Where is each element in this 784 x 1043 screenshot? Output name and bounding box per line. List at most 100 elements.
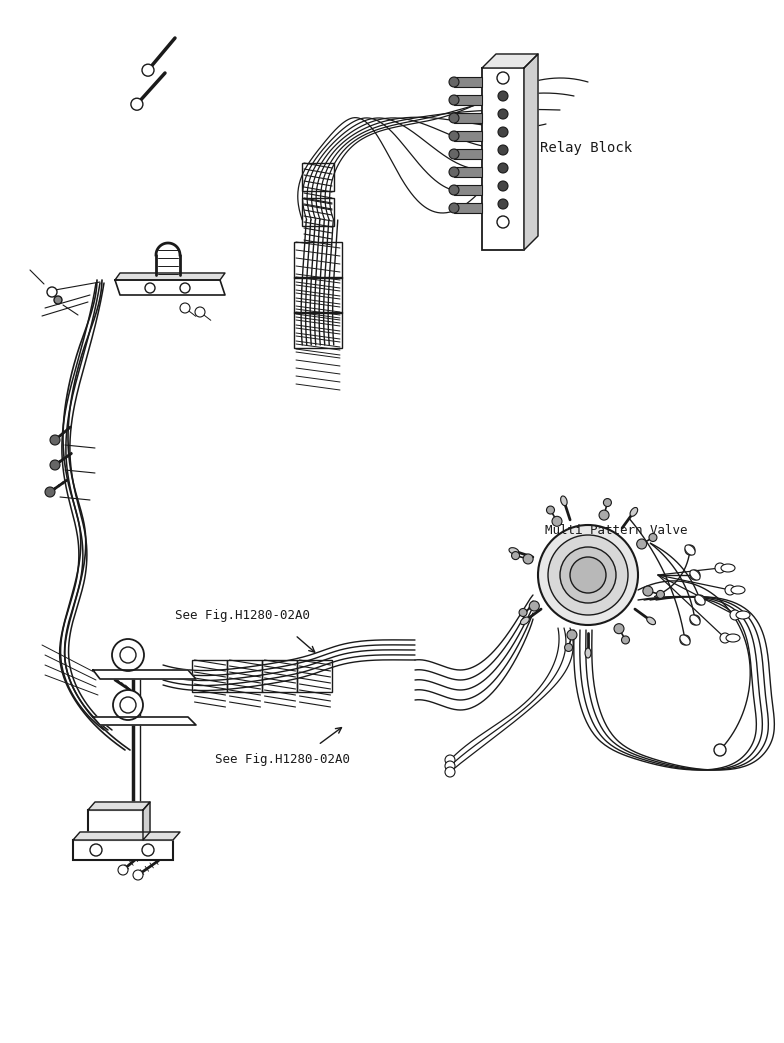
Circle shape [622,636,630,644]
Circle shape [720,633,730,642]
Circle shape [113,690,143,720]
Bar [454,203,482,213]
Circle shape [449,95,459,105]
Circle shape [120,647,136,663]
Circle shape [529,601,539,611]
Ellipse shape [695,595,705,605]
Text: Relay Block: Relay Block [540,141,632,155]
Circle shape [449,185,459,195]
Polygon shape [88,802,150,810]
Circle shape [498,127,508,137]
Circle shape [548,535,628,615]
Bar [454,167,482,177]
Circle shape [498,145,508,155]
Circle shape [145,283,155,293]
Circle shape [567,630,577,640]
Ellipse shape [561,496,567,506]
Circle shape [714,744,726,756]
Ellipse shape [685,544,695,555]
Circle shape [449,77,459,87]
Circle shape [180,283,190,293]
Circle shape [552,516,562,527]
Circle shape [449,167,459,177]
Text: See Fig.H1280-02A0: See Fig.H1280-02A0 [175,608,310,622]
Circle shape [570,557,606,593]
Circle shape [680,635,690,645]
Circle shape [685,545,695,555]
Circle shape [546,506,554,514]
Circle shape [498,163,508,173]
Bar [454,185,482,195]
Polygon shape [524,54,538,250]
Polygon shape [73,832,180,840]
Bar [193,660,227,692]
Circle shape [449,131,459,141]
Circle shape [449,113,459,123]
Bar [88,810,143,840]
Polygon shape [93,717,196,725]
Bar [302,163,334,191]
Ellipse shape [731,586,745,595]
Circle shape [90,844,102,856]
Bar [294,277,342,313]
Circle shape [498,110,508,119]
Circle shape [690,615,700,625]
Circle shape [445,755,455,765]
Bar [294,242,342,278]
Circle shape [599,510,609,520]
Circle shape [54,296,62,304]
Bar [73,840,173,860]
Bar [294,312,342,348]
Bar [297,660,332,692]
Circle shape [637,539,647,549]
Circle shape [560,547,616,603]
Circle shape [50,435,60,445]
Circle shape [730,610,740,620]
Circle shape [614,624,624,634]
Circle shape [498,199,508,209]
Ellipse shape [690,569,700,580]
Bar [454,95,482,105]
Circle shape [47,287,57,297]
Bar [227,660,263,692]
Ellipse shape [736,611,750,618]
Circle shape [511,552,520,560]
Bar [302,198,334,226]
Circle shape [133,870,143,880]
Circle shape [449,203,459,213]
Circle shape [656,590,665,599]
Circle shape [715,563,725,573]
Circle shape [497,216,509,228]
Circle shape [498,181,508,191]
Bar [454,149,482,159]
Circle shape [498,91,508,101]
Ellipse shape [680,635,690,646]
Polygon shape [115,273,225,280]
Ellipse shape [690,615,700,625]
Circle shape [564,644,572,652]
Circle shape [195,307,205,317]
Polygon shape [482,54,538,68]
Ellipse shape [647,617,655,625]
Circle shape [118,865,128,875]
Circle shape [695,595,705,605]
Bar [263,660,297,692]
Text: See Fig.H1280-02A0: See Fig.H1280-02A0 [215,753,350,767]
Circle shape [445,767,455,777]
Circle shape [725,585,735,595]
Bar [454,131,482,141]
Circle shape [45,487,55,498]
Circle shape [604,499,612,507]
Circle shape [142,844,154,856]
Circle shape [50,460,60,470]
Circle shape [649,534,657,541]
Circle shape [538,525,638,625]
Circle shape [523,554,533,564]
Ellipse shape [726,634,740,642]
Polygon shape [143,802,150,840]
Circle shape [180,304,190,313]
Ellipse shape [585,648,591,658]
Circle shape [449,149,459,159]
Ellipse shape [521,617,529,625]
Circle shape [131,98,143,111]
